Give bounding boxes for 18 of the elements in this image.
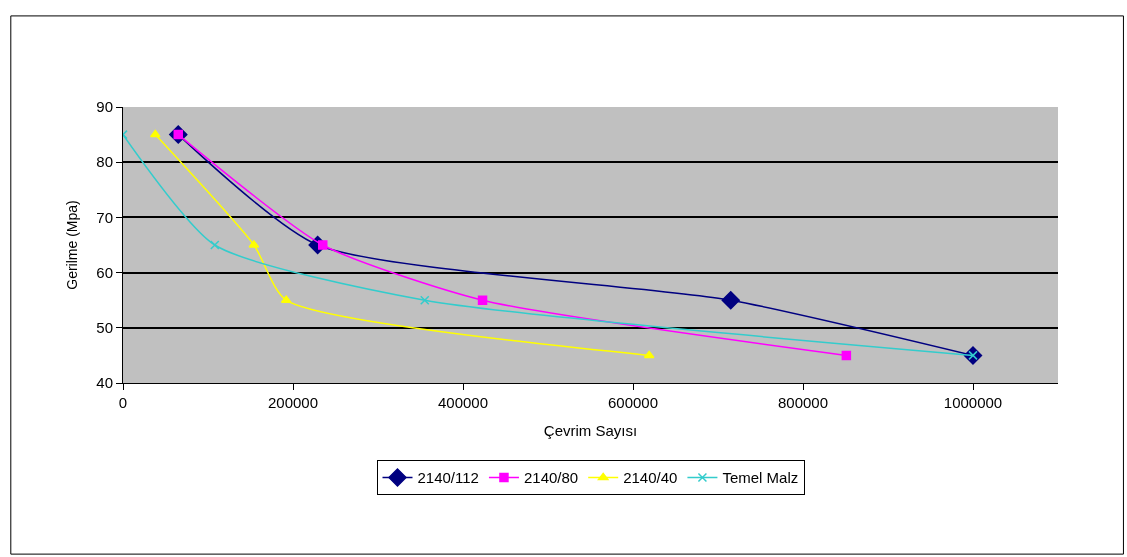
y-tick-label: 80 bbox=[96, 153, 113, 171]
x-tick-label: 1000000 bbox=[943, 394, 1003, 411]
y-tick-label: 90 bbox=[96, 98, 113, 116]
legend-label: 2140/80 bbox=[523, 469, 579, 487]
y-tick-label: 50 bbox=[96, 319, 113, 337]
x-tick-label: 400000 bbox=[437, 394, 489, 411]
x-axis-title: Çevrim Sayısı bbox=[543, 422, 638, 439]
x-tick-label: 600000 bbox=[607, 394, 659, 411]
y-tick-label: 70 bbox=[96, 208, 113, 226]
x-tick-label: 200000 bbox=[267, 394, 319, 411]
x-tick-label: 800000 bbox=[777, 394, 829, 411]
y-axis-title: Gerilme (Mpa) bbox=[63, 200, 80, 290]
legend-label: 2140/40 bbox=[623, 469, 678, 487]
y-tick-label: 40 bbox=[96, 374, 113, 392]
legend-label: Temel Malz bbox=[722, 469, 799, 487]
y-tick-label: 60 bbox=[96, 263, 113, 281]
x-tick-label: 0 bbox=[118, 394, 128, 411]
legend-label: 2140/112 bbox=[417, 469, 479, 487]
